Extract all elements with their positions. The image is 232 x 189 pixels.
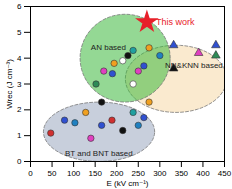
svg-text:150: 150: [88, 169, 102, 178]
svg-text:This work: This work: [156, 17, 195, 27]
svg-text:0: 0: [28, 169, 33, 178]
svg-text:0: 0: [17, 157, 22, 166]
svg-text:50: 50: [48, 169, 57, 178]
svg-text:300: 300: [153, 169, 167, 178]
svg-text:450: 450: [218, 169, 232, 178]
svg-text:AN based: AN based: [91, 43, 126, 52]
svg-text:400: 400: [196, 169, 210, 178]
svg-text:4: 4: [17, 54, 22, 63]
svg-text:6: 6: [17, 2, 22, 11]
svg-text:200: 200: [110, 169, 124, 178]
svg-text:350: 350: [175, 169, 189, 178]
svg-text:Wrec (J cm⁻³): Wrec (J cm⁻³): [5, 59, 14, 109]
svg-text:5: 5: [17, 28, 22, 37]
svg-text:E (kV cm⁻¹): E (kV cm⁻¹): [107, 179, 149, 188]
svg-text:100: 100: [67, 169, 81, 178]
svg-text:250: 250: [132, 169, 146, 178]
svg-text:1: 1: [17, 131, 22, 140]
svg-text:NN&KNN based: NN&KNN based: [165, 61, 223, 70]
svg-text:2: 2: [17, 105, 22, 114]
svg-text:3: 3: [17, 80, 22, 89]
svg-text:BT and BNT based: BT and BNT based: [65, 149, 133, 158]
